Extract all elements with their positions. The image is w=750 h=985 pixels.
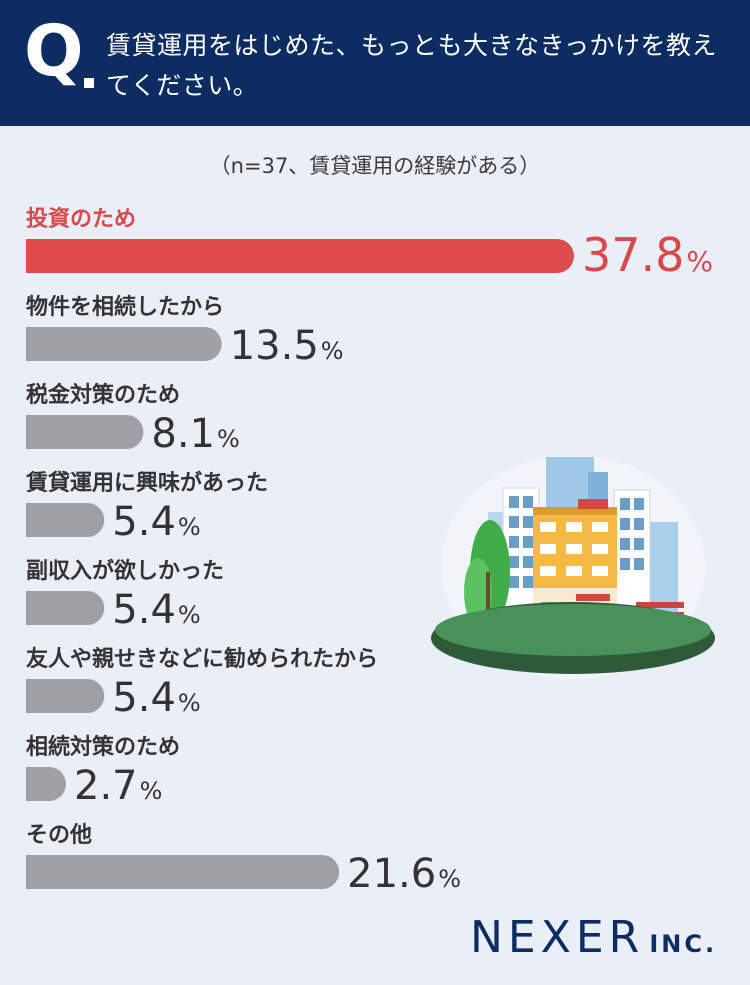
value-label: 8.1% [151, 411, 239, 457]
logo-main-text: NEXER [470, 912, 645, 963]
logo-inc-text: INC. [649, 930, 718, 958]
bar-left-edge [26, 503, 43, 537]
value-label: 5.4% [112, 675, 200, 721]
bar-left-edge [26, 767, 43, 801]
bar-left-edge [26, 415, 43, 449]
category-label: 相続対策のため [26, 734, 180, 760]
bar [26, 679, 105, 713]
value-label: 21.6% [347, 851, 461, 897]
bar-left-edge [26, 679, 43, 713]
category-label: 友人や親せきなどに勧められたから [26, 646, 378, 672]
bar [26, 503, 105, 537]
category-label: 税金対策のため [26, 382, 180, 408]
bar [26, 415, 144, 449]
sample-size-note: （n=37、賃貸運用の経験がある） [209, 154, 541, 178]
value-label: 37.8% [582, 228, 713, 282]
question-header: Q 賃貸運用をはじめた、もっとも大きなきっかけを教えてください。 [0, 0, 750, 126]
category-label: 物件を相続したから [26, 294, 224, 320]
q-mark: Q [24, 10, 84, 92]
value-label: 5.4% [112, 499, 200, 545]
bar-left-edge [26, 855, 43, 889]
bar [26, 239, 574, 273]
bar [26, 327, 222, 361]
value-label: 13.5% [230, 323, 344, 369]
bar-left-edge [26, 591, 43, 625]
bar-left-edge [26, 239, 43, 273]
bar [26, 591, 105, 625]
category-label: 副収入が欲しかった [26, 558, 224, 584]
category-label: 投資のため [26, 206, 136, 232]
question-text: 賃貸運用をはじめた、もっとも大きなきっかけを教えてください。 [106, 31, 718, 100]
bar [26, 855, 340, 889]
value-label: 5.4% [112, 587, 200, 633]
apartment-building-illustration [431, 455, 715, 679]
q-dot [84, 78, 94, 88]
nexer-logo: NEXER INC. [470, 912, 717, 963]
value-label: 2.7% [74, 763, 162, 809]
category-label: 賃貸運用に興味があった [25, 470, 268, 496]
category-label: その他 [26, 823, 92, 848]
bar-left-edge [26, 327, 43, 361]
